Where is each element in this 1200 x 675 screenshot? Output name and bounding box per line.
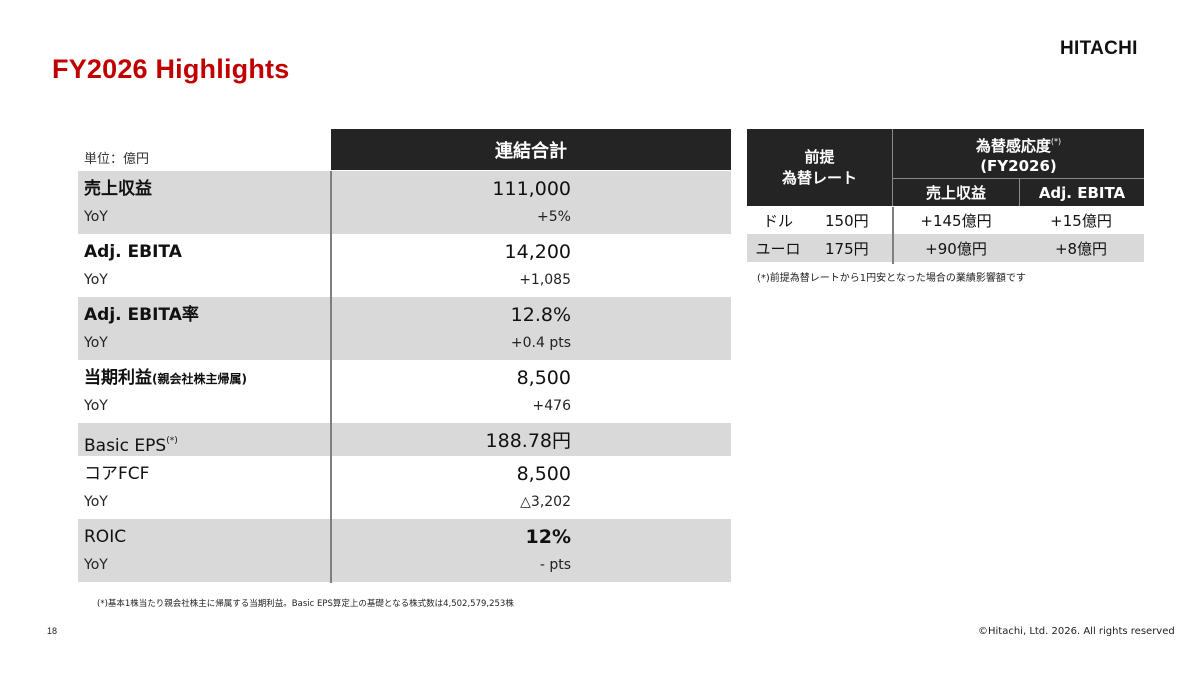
fx-sensitivity-table: 前提 為替レート 為替感応度(*) (FY2026) 売上収益 Adj. EBI… <box>747 129 1144 264</box>
page-number: 18 <box>47 626 58 636</box>
row-value: 8,500 <box>516 367 571 389</box>
row-label: Adj. EBITA率 <box>84 305 199 325</box>
row-label-suffix: (親会社株主帰属) <box>152 372 247 386</box>
yoy-value: +0.4 pts <box>510 335 571 351</box>
row-label: ROIC <box>84 527 127 547</box>
fx-table-header: 前提 為替レート 為替感応度(*) (FY2026) 売上収益 Adj. EBI… <box>747 129 1144 206</box>
row-label: 売上収益 <box>84 179 152 199</box>
sales-impact: +145億円 <box>920 211 992 230</box>
row-value: 12.8% <box>510 304 571 326</box>
yoy-value: - pts <box>539 557 571 573</box>
highlights-table: 売上収益 YoY 111,000 +5% Adj. EBITA YoY 14,2… <box>78 171 731 582</box>
fx-sensitivity-header: 為替感応度(*) (FY2026) <box>893 129 1144 178</box>
row-label-main: Basic EPS <box>84 436 167 456</box>
ebita-subheader: Adj. EBITA <box>1038 183 1126 202</box>
fx-sensitivity-header-line2: (FY2026) <box>980 156 1057 175</box>
row-value: 111,000 <box>492 178 571 200</box>
yoy-label: YoY <box>84 272 108 288</box>
assumed-rate: 175円 <box>825 239 869 258</box>
header-divider <box>893 178 1144 179</box>
row-label-main: 当期利益 <box>84 368 152 388</box>
table-row-core-fcf: コアFCF YoY 8,500 △3,202 <box>78 456 731 519</box>
yoy-value: +476 <box>532 398 571 414</box>
sales-subheader: 売上収益 <box>925 184 986 202</box>
ebita-impact: +8億円 <box>1054 239 1108 258</box>
currency: ユーロ <box>755 239 801 258</box>
table-row-net-income: 当期利益(親会社株主帰属) YoY 8,500 +476 <box>78 360 731 423</box>
assumed-rate-header: 前提 為替レート <box>747 129 892 206</box>
fx-sensitivity-header-line1: 為替感応度(*) <box>976 132 1061 156</box>
yoy-label: YoY <box>84 398 108 414</box>
table-row-revenue: 売上収益 YoY 111,000 +5% <box>78 171 731 234</box>
row-value: 12% <box>525 526 571 548</box>
table-row-adj-ebita-margin: Adj. EBITA率 YoY 12.8% +0.4 pts <box>78 297 731 360</box>
row-label: Adj. EBITA <box>84 242 182 262</box>
page-title: FY2026 Highlights <box>52 54 290 84</box>
header-divider <box>1019 179 1020 206</box>
column-divider <box>892 207 894 264</box>
table-row-roic: ROIC YoY 12% - pts <box>78 519 731 582</box>
yoy-value: △3,202 <box>520 494 571 510</box>
yoy-value: +5% <box>537 209 571 225</box>
sales-impact: +90億円 <box>925 239 987 258</box>
copyright: ©Hitachi, Ltd. 2026. All rights reserved <box>978 626 1175 637</box>
row-value: 8,500 <box>516 463 571 485</box>
yoy-value: +1,085 <box>519 272 571 288</box>
yoy-label: YoY <box>84 209 108 225</box>
row-value: 188.78円 <box>485 430 571 452</box>
assumed-rate-header-line1: 前提 <box>804 147 835 166</box>
hitachi-logo: HITACHI <box>1060 38 1138 59</box>
row-label: コアFCF <box>84 464 150 484</box>
row-label: Basic EPS(*) <box>84 423 330 456</box>
yoy-label: YoY <box>84 335 108 351</box>
row-label: 当期利益(親会社株主帰属) <box>84 360 330 392</box>
table-row-basic-eps: Basic EPS(*) 188.78円 <box>78 423 731 456</box>
fx-footnote: (*)前提為替レートから1円安となった場合の業績影響額です <box>757 273 1026 284</box>
currency: ドル <box>762 211 793 230</box>
assumed-rate: 150円 <box>825 211 869 230</box>
eps-footnote: (*)基本1株当たり親会社株主に帰属する当期利益。Basic EPS算定上の基礎… <box>97 599 514 609</box>
column-divider <box>330 171 332 583</box>
ebita-impact: +15億円 <box>1050 211 1112 230</box>
yoy-label: YoY <box>84 557 108 573</box>
table-row-adj-ebita: Adj. EBITA YoY 14,200 +1,085 <box>78 234 731 297</box>
yoy-label: YoY <box>84 494 108 510</box>
assumed-rate-header-line2: 為替レート <box>781 168 857 187</box>
column-header-consolidated: 連結合計 <box>331 129 731 170</box>
fx-row-eur: ユーロ 175円 +90億円 +8億円 <box>747 234 1144 262</box>
footnote-marker: (*) <box>166 436 178 446</box>
fx-row-usd: ドル 150円 +145億円 +15億円 <box>747 206 1144 234</box>
header-divider <box>892 129 893 206</box>
fx-sensitivity-title: 為替感応度 <box>975 136 1051 155</box>
footnote-marker: (*) <box>1050 136 1062 146</box>
row-value: 14,200 <box>504 241 571 263</box>
unit-label: 単位：億円 <box>84 152 150 167</box>
